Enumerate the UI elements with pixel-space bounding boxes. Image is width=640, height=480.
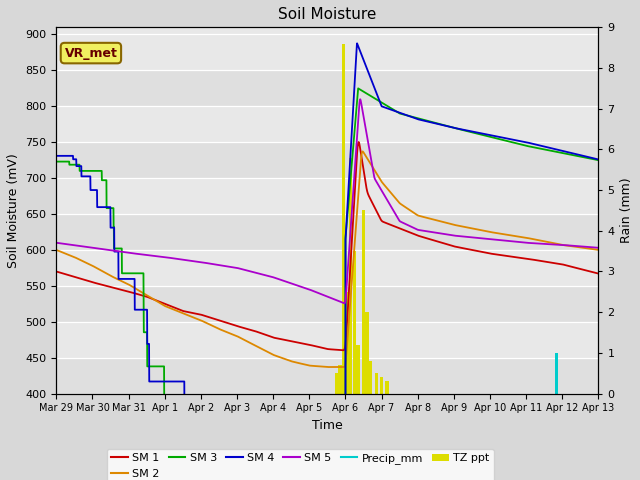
Line: SM 3: SM 3	[56, 88, 598, 480]
SM 2	[115, 276, 122, 282]
SM 5	[284, 279, 291, 285]
SM 1	[584, 268, 592, 274]
SM 4	[595, 156, 602, 162]
SM 3	[595, 157, 602, 163]
SM 4	[147, 379, 154, 384]
Bar	[346, 292, 349, 394]
Line: SM 1: SM 1	[56, 142, 598, 350]
SM 4	[584, 154, 592, 160]
Bar	[56, 71, 598, 106]
Bar	[356, 345, 360, 394]
SM 1	[526, 256, 534, 262]
Bar	[369, 361, 372, 394]
Bar	[56, 142, 598, 178]
SM 5	[115, 249, 122, 254]
SM 5	[260, 272, 268, 278]
Bar	[349, 157, 353, 394]
SM 5	[584, 244, 592, 250]
SM 3	[355, 85, 362, 91]
SM 1	[115, 286, 122, 292]
SM 1	[260, 332, 268, 337]
Text: VR_met: VR_met	[65, 47, 117, 60]
SM 4	[115, 249, 122, 254]
Bar	[56, 286, 598, 322]
SM 2	[595, 247, 602, 253]
SM 4	[52, 153, 60, 159]
Bar	[365, 312, 369, 394]
Bar	[374, 373, 378, 394]
SM 2	[326, 364, 334, 370]
SM 3	[52, 159, 60, 165]
Bar	[56, 358, 598, 394]
SM 2	[260, 348, 268, 353]
Bar	[342, 44, 345, 394]
SM 1	[355, 139, 362, 145]
Line: SM 5: SM 5	[56, 99, 598, 303]
Bar	[380, 377, 383, 394]
SM 5	[595, 245, 602, 251]
Bar	[335, 373, 338, 394]
Title: Soil Moisture: Soil Moisture	[278, 7, 376, 22]
Bar	[385, 382, 388, 394]
Bar	[555, 353, 559, 394]
SM 3	[526, 144, 534, 149]
SM 5	[356, 96, 364, 102]
SM 1	[595, 271, 602, 276]
SM 1	[52, 269, 60, 275]
Bar	[362, 210, 365, 394]
SM 3	[147, 363, 154, 369]
SM 5	[147, 252, 154, 258]
Bar	[56, 214, 598, 250]
SM 2	[147, 295, 154, 300]
Legend: SM 1, SM 2, SM 3, SM 4, SM 5, Precip_mm, TZ ppt: SM 1, SM 2, SM 3, SM 4, SM 5, Precip_mm,…	[107, 449, 493, 480]
SM 1	[147, 295, 154, 301]
Bar	[353, 251, 356, 394]
SM 5	[52, 240, 60, 246]
SM 4	[526, 140, 534, 146]
SM 4	[353, 40, 361, 46]
SM 2	[284, 357, 291, 363]
SM 1	[339, 348, 347, 353]
SM 2	[358, 148, 366, 154]
SM 5	[340, 300, 348, 306]
SM 1	[284, 337, 291, 343]
X-axis label: Time: Time	[312, 419, 343, 432]
SM 5	[526, 240, 534, 246]
SM 2	[584, 246, 592, 252]
SM 3	[115, 246, 122, 252]
Y-axis label: Soil Moisture (mV): Soil Moisture (mV)	[7, 153, 20, 268]
SM 3	[584, 155, 592, 161]
SM 2	[52, 247, 60, 253]
Line: SM 4: SM 4	[56, 43, 598, 480]
Line: SM 2: SM 2	[56, 151, 598, 367]
Y-axis label: Rain (mm): Rain (mm)	[620, 178, 633, 243]
Bar	[339, 365, 342, 394]
SM 2	[526, 236, 534, 241]
